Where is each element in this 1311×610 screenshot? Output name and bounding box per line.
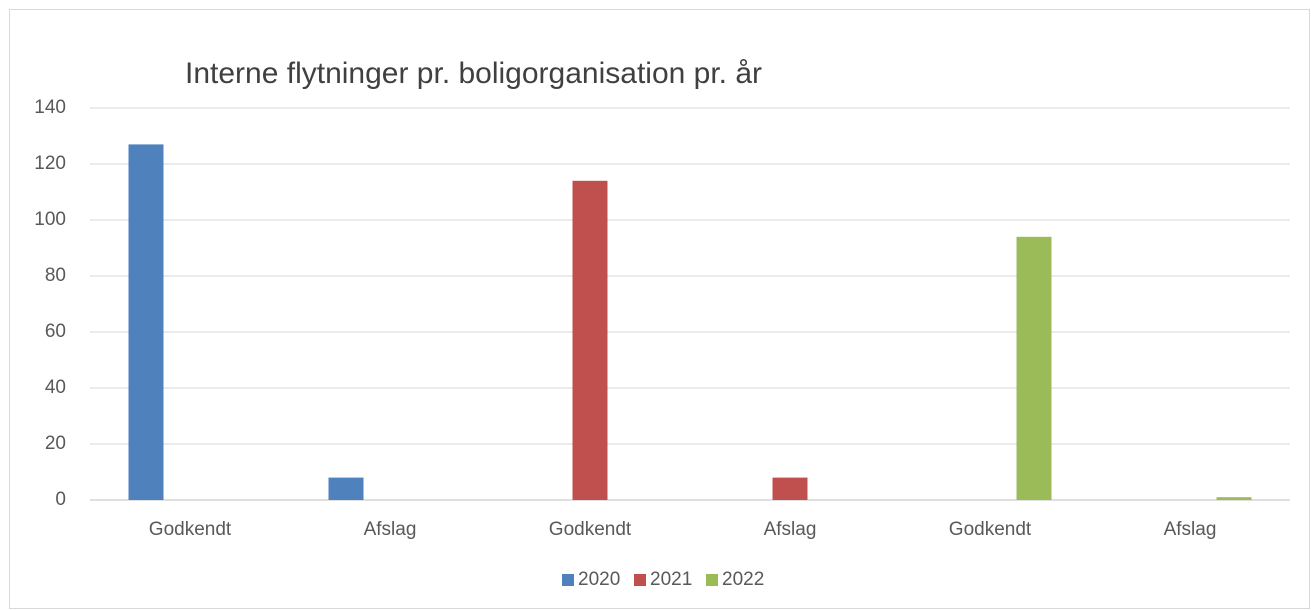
bar — [572, 180, 608, 501]
bar — [1016, 236, 1052, 501]
y-tick-label: 20 — [45, 433, 66, 454]
bar — [1216, 497, 1252, 500]
y-tick-label: 60 — [45, 321, 66, 342]
chart-border — [9, 9, 1310, 609]
x-tick-label: Afslag — [1164, 519, 1217, 540]
bar — [772, 477, 808, 500]
y-tick-label: 0 — [55, 489, 66, 510]
legend-swatch — [562, 574, 574, 586]
y-tick-label: 120 — [34, 153, 66, 174]
y-tick-label: 100 — [34, 209, 66, 230]
y-tick-label: 80 — [45, 265, 66, 286]
y-tick-label: 140 — [34, 97, 66, 118]
x-tick-label: Godkendt — [149, 519, 232, 540]
bar — [128, 144, 164, 500]
x-tick-label: Afslag — [364, 519, 417, 540]
bar — [328, 477, 364, 500]
legend-label: 2022 — [722, 569, 764, 590]
y-tick-label: 40 — [45, 377, 66, 398]
legend-swatch — [706, 574, 718, 586]
legend-label: 2021 — [650, 569, 692, 590]
legend-label: 2020 — [578, 569, 620, 590]
chart-title: Interne flytninger pr. boligorganisation… — [185, 57, 762, 90]
x-tick-label: Godkendt — [949, 519, 1032, 540]
x-tick-label: Godkendt — [549, 519, 632, 540]
x-tick-label: Afslag — [764, 519, 817, 540]
legend-swatch — [634, 574, 646, 586]
